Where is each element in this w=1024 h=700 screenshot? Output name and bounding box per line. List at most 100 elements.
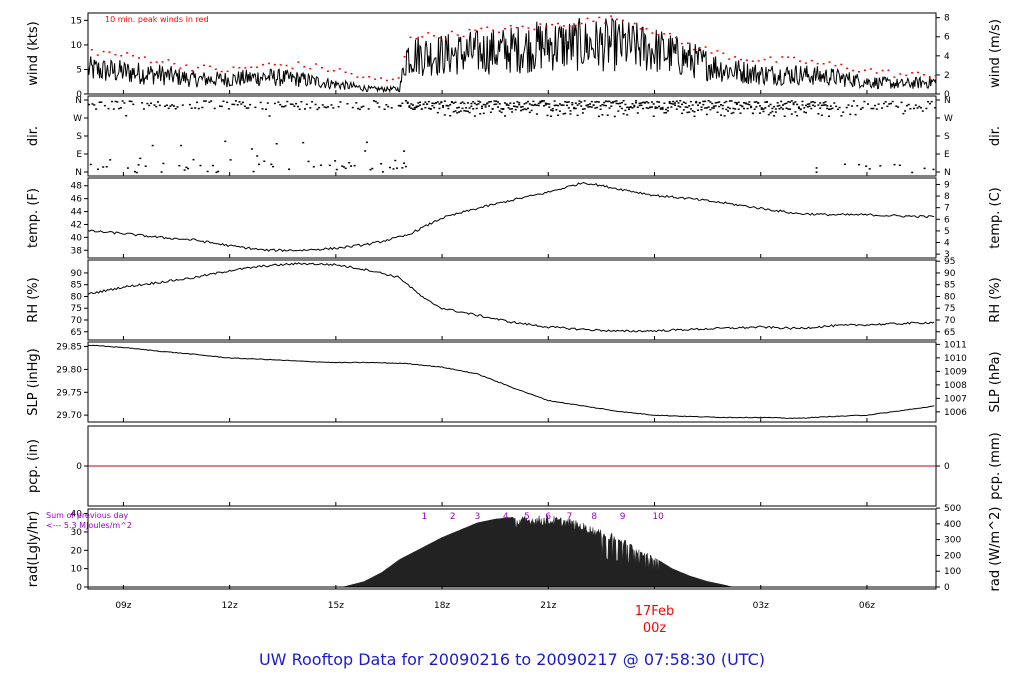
direction-point bbox=[357, 107, 360, 110]
x-tick-label: 18z bbox=[434, 601, 450, 611]
peak-wind-marker bbox=[840, 63, 843, 66]
direction-point bbox=[192, 158, 195, 161]
right-tick-label-rh: 80 bbox=[944, 292, 956, 302]
left-tick-label-slp: 29.70 bbox=[56, 411, 82, 421]
direction-point bbox=[284, 105, 287, 107]
peak-wind-marker bbox=[191, 70, 194, 72]
direction-point bbox=[413, 106, 416, 109]
direction-point bbox=[530, 109, 533, 112]
direction-point bbox=[226, 101, 229, 104]
direction-point bbox=[213, 107, 216, 110]
direction-point bbox=[148, 104, 151, 107]
peak-wind-marker bbox=[132, 55, 135, 57]
direction-point bbox=[194, 107, 197, 109]
direction-point bbox=[431, 105, 434, 107]
direction-point bbox=[477, 103, 480, 105]
direction-point bbox=[711, 102, 714, 105]
direction-point bbox=[410, 103, 413, 105]
direction-point bbox=[500, 108, 503, 110]
direction-point bbox=[293, 105, 296, 107]
direction-point bbox=[679, 100, 682, 102]
direction-point bbox=[520, 106, 522, 108]
direction-point bbox=[555, 109, 558, 111]
left-axis-label-rh: RH (%) bbox=[26, 277, 41, 322]
direction-point bbox=[751, 112, 754, 115]
direction-point bbox=[330, 104, 333, 106]
direction-point bbox=[822, 104, 825, 106]
direction-point bbox=[628, 106, 630, 109]
direction-point bbox=[550, 115, 553, 117]
peak-wind-marker bbox=[869, 68, 872, 70]
direction-point bbox=[498, 103, 501, 105]
direction-point bbox=[870, 107, 873, 110]
direction-point bbox=[142, 108, 145, 110]
direction-point bbox=[261, 108, 264, 110]
panel-frame-rh bbox=[87, 259, 937, 341]
direction-point bbox=[328, 164, 331, 167]
direction-point bbox=[711, 107, 714, 109]
direction-point bbox=[619, 105, 622, 108]
direction-point bbox=[410, 107, 413, 109]
peak-wind-marker bbox=[208, 65, 211, 67]
direction-point bbox=[91, 103, 94, 105]
direction-point bbox=[604, 104, 607, 107]
direction-point bbox=[539, 100, 542, 103]
direction-point bbox=[831, 107, 834, 110]
direction-point bbox=[312, 166, 315, 168]
direction-point bbox=[581, 112, 584, 114]
peak-wind-marker bbox=[344, 71, 347, 73]
peak-wind-marker bbox=[96, 54, 99, 56]
direction-point bbox=[369, 168, 372, 171]
direction-point bbox=[859, 108, 862, 110]
direction-point bbox=[773, 105, 776, 108]
direction-point bbox=[493, 100, 496, 102]
direction-point bbox=[546, 114, 549, 117]
direction-point bbox=[927, 101, 930, 103]
direction-point bbox=[782, 104, 784, 106]
direction-point bbox=[659, 107, 662, 109]
direction-point bbox=[897, 106, 900, 108]
peak-wind-marker bbox=[262, 63, 264, 66]
peak-wind-marker bbox=[273, 63, 276, 66]
direction-point bbox=[674, 104, 676, 106]
direction-point bbox=[273, 102, 276, 105]
direction-point bbox=[872, 107, 875, 110]
direction-point bbox=[167, 107, 170, 110]
direction-point bbox=[684, 106, 687, 108]
peak-wind-marker bbox=[533, 28, 536, 31]
peak-wind-marker bbox=[934, 75, 937, 77]
right-tick-label-dir: W bbox=[944, 114, 953, 124]
left-tick-label-dir: E bbox=[76, 150, 82, 160]
direction-point bbox=[882, 102, 885, 105]
peak-wind-marker bbox=[391, 78, 394, 81]
peak-wind-marker bbox=[149, 61, 152, 64]
series-area-rad bbox=[342, 515, 733, 588]
peak-wind-marker bbox=[238, 67, 241, 69]
direction-point bbox=[631, 103, 634, 105]
peak-wind-marker bbox=[321, 66, 323, 69]
direction-point bbox=[589, 103, 591, 105]
direction-point bbox=[222, 100, 225, 102]
direction-point bbox=[374, 100, 377, 103]
direction-point bbox=[888, 103, 891, 105]
direction-point bbox=[250, 148, 253, 150]
direction-point bbox=[843, 163, 846, 165]
direction-point bbox=[672, 100, 675, 103]
direction-point bbox=[608, 100, 611, 103]
direction-point bbox=[596, 106, 599, 109]
direction-point bbox=[739, 104, 742, 107]
direction-point bbox=[535, 104, 538, 106]
direction-point bbox=[771, 110, 774, 113]
direction-point bbox=[146, 102, 149, 105]
peak-wind-marker bbox=[185, 64, 188, 66]
direction-point bbox=[907, 103, 910, 106]
direction-point bbox=[95, 108, 98, 110]
direction-point bbox=[769, 112, 772, 114]
direction-point bbox=[98, 101, 101, 103]
direction-point bbox=[93, 104, 96, 106]
direction-point bbox=[813, 101, 816, 104]
peak-wind-marker bbox=[143, 56, 146, 58]
direction-point bbox=[511, 108, 514, 110]
peak-wind-marker bbox=[90, 49, 93, 51]
direction-point bbox=[406, 102, 409, 104]
